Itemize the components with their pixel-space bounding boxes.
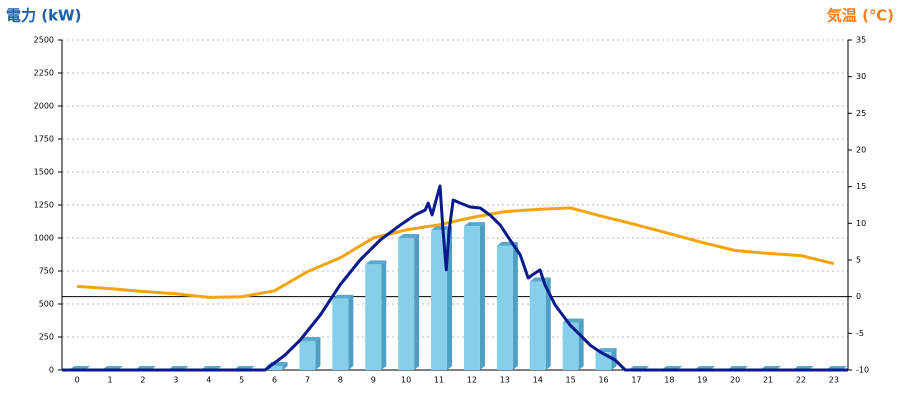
- bar-front: [299, 340, 316, 370]
- x-tick-label: 7: [305, 376, 310, 385]
- y2-tick-label: 20: [856, 146, 866, 155]
- x-tick-label: 9: [371, 376, 376, 385]
- y2-tick-label: 15: [856, 182, 866, 191]
- y-tick-label: 2000: [34, 102, 54, 111]
- y2-tick-label: 35: [856, 36, 866, 45]
- x-tick-label: 8: [338, 376, 343, 385]
- bar-front: [463, 226, 480, 370]
- x-tick-label: 1: [107, 376, 112, 385]
- x-tick-label: 16: [598, 376, 608, 385]
- bar: [529, 277, 551, 370]
- y2-tick-label: -10: [856, 366, 869, 375]
- x-tick-label: 12: [467, 376, 477, 385]
- bar-front: [398, 238, 415, 370]
- bar-side: [414, 234, 420, 370]
- bar-side: [315, 336, 321, 370]
- bar: [496, 241, 518, 370]
- y-tick-label: 1750: [34, 135, 54, 144]
- y2-tick-label: 5: [856, 256, 861, 265]
- right-axis-title: 気温 (℃): [827, 7, 894, 25]
- y-tick-label: 0: [49, 366, 54, 375]
- x-tick-label: 4: [206, 376, 211, 385]
- y-tick-label: 2500: [34, 36, 54, 45]
- x-tick-label: 20: [730, 376, 740, 385]
- bar-top: [299, 336, 321, 341]
- bar: [463, 222, 485, 370]
- x-tick-label: 11: [434, 376, 444, 385]
- bar-front: [365, 264, 382, 370]
- bar-side: [282, 362, 288, 370]
- y2-tick-label: 30: [856, 72, 866, 81]
- y-tick-label: 2250: [34, 69, 54, 78]
- y2-tick-label: -5: [856, 329, 864, 338]
- bar: [365, 260, 387, 370]
- bar: [332, 294, 354, 370]
- y-tick-label: 1500: [34, 168, 54, 177]
- x-tick-label: 0: [75, 376, 80, 385]
- bar-front: [332, 298, 349, 370]
- line-series: [62, 184, 848, 372]
- bar-side: [578, 318, 584, 370]
- y-tick-label: 750: [39, 267, 54, 276]
- y2-tick-label: 0: [856, 292, 861, 301]
- bar: [398, 234, 420, 370]
- bar-top: [365, 260, 387, 265]
- bar-front: [562, 322, 579, 370]
- x-tick-label: 2: [140, 376, 145, 385]
- x-tick-label: 3: [173, 376, 178, 385]
- bar-front: [529, 281, 546, 370]
- bar-front: [431, 230, 448, 370]
- x-tick-label: 21: [763, 376, 773, 385]
- y-tick-label: 1250: [34, 201, 54, 210]
- x-tick-label: 13: [500, 376, 510, 385]
- y-tick-label: 1000: [34, 234, 54, 243]
- x-tick-label: 14: [533, 376, 543, 385]
- x-tick-label: 6: [272, 376, 277, 385]
- y2-tick-label: 10: [856, 219, 866, 228]
- bar-side: [512, 241, 518, 370]
- bar-side: [545, 277, 551, 370]
- y-tick-label: 500: [39, 300, 54, 309]
- left-axis-title: 電力 (kW): [6, 7, 81, 25]
- y2-tick-label: 25: [856, 109, 866, 118]
- bar: [562, 318, 584, 370]
- bar-side: [381, 260, 387, 370]
- bar-side: [348, 294, 354, 370]
- y-tick-label: 250: [39, 333, 54, 342]
- bar-top: [332, 294, 354, 299]
- bar-side: [479, 222, 485, 370]
- bar-front: [266, 366, 283, 370]
- bar-top: [398, 234, 420, 238]
- x-tick-label: 17: [631, 376, 641, 385]
- bar-top: [529, 277, 551, 282]
- x-tick-label: 15: [566, 376, 576, 385]
- x-tick-label: 10: [401, 376, 411, 385]
- x-tick-label: 5: [239, 376, 244, 385]
- x-tick-label: 19: [697, 376, 707, 385]
- bar-top: [463, 222, 485, 227]
- bar: [299, 336, 321, 370]
- line-series: [76, 206, 835, 299]
- bar-front: [496, 245, 513, 370]
- x-tick-label: 18: [664, 376, 674, 385]
- x-tick-label: 23: [829, 376, 839, 385]
- x-tick-label: 22: [796, 376, 806, 385]
